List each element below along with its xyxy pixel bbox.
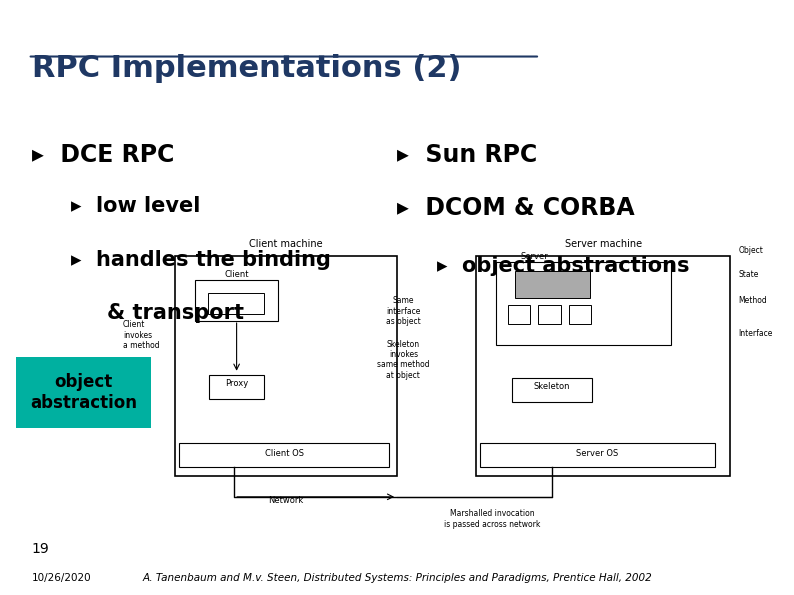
- Bar: [179, 443, 389, 467]
- Bar: [538, 305, 561, 324]
- Text: 19: 19: [32, 542, 49, 556]
- Bar: [508, 305, 530, 324]
- Text: ▸  low level: ▸ low level: [71, 196, 201, 217]
- Text: RPC Implementations (2): RPC Implementations (2): [32, 54, 461, 83]
- Bar: [208, 293, 264, 314]
- Text: Client
invokes
a method: Client invokes a method: [123, 320, 160, 350]
- Bar: [195, 280, 278, 321]
- Bar: [476, 256, 730, 476]
- Bar: [209, 375, 264, 399]
- Text: & transport: & transport: [107, 303, 245, 324]
- Text: A. Tanenbaum and M.v. Steen, Distributed Systems: Principles and Paradigms, Pren: A. Tanenbaum and M.v. Steen, Distributed…: [142, 573, 652, 583]
- Text: Skeleton: Skeleton: [534, 381, 570, 390]
- Text: ▸  DCOM & CORBA: ▸ DCOM & CORBA: [397, 196, 634, 220]
- Text: ▸  object abstractions: ▸ object abstractions: [437, 256, 689, 276]
- Text: Interface: Interface: [738, 329, 773, 338]
- Text: Skeleton
invokes
same method
at object: Skeleton invokes same method at object: [377, 340, 430, 380]
- Text: Method: Method: [738, 296, 767, 305]
- Bar: [515, 271, 590, 298]
- Text: Client: Client: [225, 270, 249, 278]
- Text: Server: Server: [520, 252, 548, 261]
- Bar: [496, 262, 671, 345]
- Text: ▸  DCE RPC: ▸ DCE RPC: [32, 143, 174, 167]
- Bar: [175, 256, 397, 476]
- Text: Server OS: Server OS: [576, 449, 619, 458]
- Text: object
abstraction: object abstraction: [30, 373, 137, 412]
- Bar: [512, 378, 592, 402]
- FancyBboxPatch shape: [16, 357, 151, 428]
- Text: Network: Network: [268, 496, 303, 505]
- Text: Server machine: Server machine: [565, 239, 642, 249]
- Text: Client OS: Client OS: [264, 449, 304, 458]
- Bar: [569, 305, 591, 324]
- Text: Client machine: Client machine: [249, 239, 322, 249]
- Text: Proxy: Proxy: [225, 378, 249, 387]
- Bar: [480, 443, 715, 467]
- Text: Same
interface
as object: Same interface as object: [386, 296, 421, 326]
- Text: Object: Object: [738, 246, 763, 255]
- Text: 10/26/2020: 10/26/2020: [32, 573, 91, 583]
- Text: State: State: [738, 270, 759, 278]
- Text: ▸  Sun RPC: ▸ Sun RPC: [397, 143, 538, 167]
- Text: Marshalled invocation
is passed across network: Marshalled invocation is passed across n…: [444, 509, 541, 528]
- Text: ▸  handles the binding: ▸ handles the binding: [71, 250, 331, 270]
